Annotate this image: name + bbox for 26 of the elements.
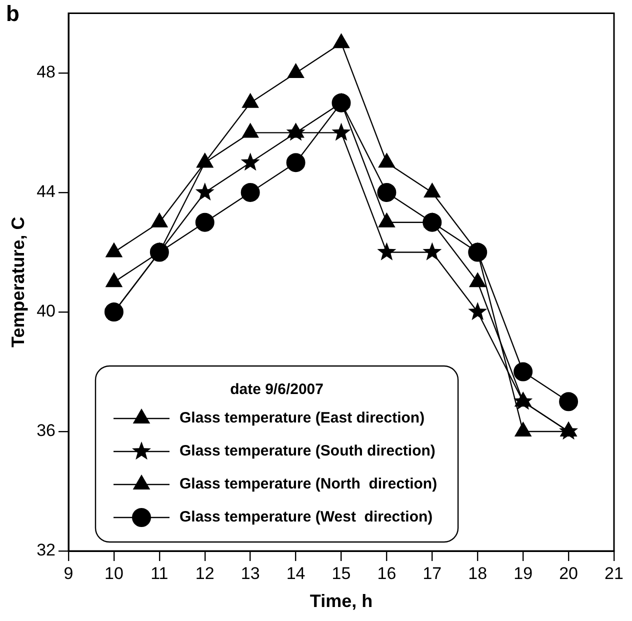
x-tick-label: 11	[150, 564, 168, 583]
y-tick-label: 44	[36, 182, 56, 202]
y-axis-title: Temperature, C	[8, 216, 28, 348]
x-tick-label: 19	[514, 564, 533, 583]
x-tick-label: 18	[468, 564, 488, 583]
y-tick-label: 40	[36, 302, 56, 321]
x-tick-label: 14	[286, 564, 306, 583]
y-tick-label: 36	[36, 421, 56, 440]
legend-title: date 9/6/2007	[230, 381, 324, 398]
legend-label: Glass temperature (East direction)	[180, 410, 425, 427]
x-tick-label: 13	[240, 564, 260, 583]
x-tick-label: 15	[332, 564, 351, 583]
x-tick-label: 20	[559, 564, 578, 583]
x-tick-label: 16	[377, 564, 396, 583]
x-tick-label: 9	[64, 564, 74, 583]
legend-label: Glass temperature (South direction)	[180, 442, 436, 460]
x-tick-label: 21	[604, 564, 624, 583]
y-tick-label: 32	[36, 540, 56, 560]
x-tick-label: 17	[422, 564, 442, 583]
x-tick-label: 12	[195, 564, 214, 583]
legend-label: Glass temperature (West direction)	[180, 508, 433, 526]
x-tick-label: 10	[104, 564, 124, 583]
legend-label: Glass temperature (North direction)	[180, 476, 438, 493]
y-tick-label: 48	[36, 62, 56, 82]
x-axis-title: Time, h	[310, 591, 373, 612]
text: b	[6, 1, 20, 26]
